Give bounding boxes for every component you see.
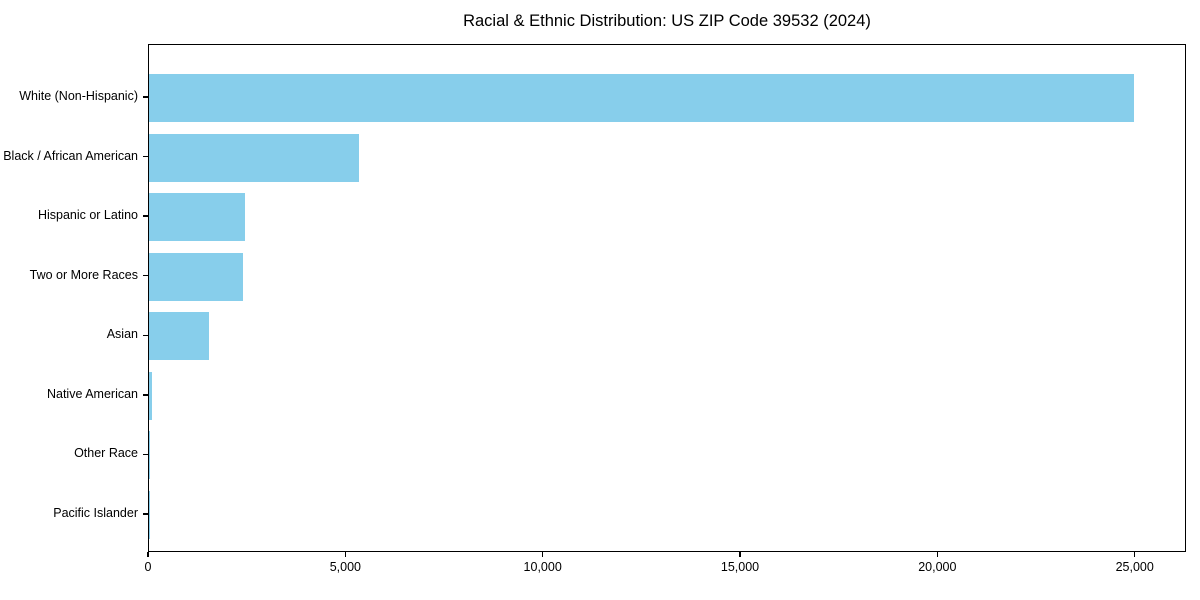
x-tick-mark — [541, 552, 544, 557]
y-tick-mark — [143, 215, 148, 217]
x-tick-label: 5,000 — [329, 560, 361, 574]
x-tick-label: 15,000 — [720, 560, 760, 574]
y-axis-label: Asian — [106, 327, 138, 342]
x-tick-label: 20,000 — [918, 560, 957, 574]
x-tick-label: 0 — [144, 560, 152, 574]
bar — [149, 74, 1134, 122]
bar — [149, 252, 244, 301]
y-tick-mark — [143, 155, 148, 158]
x-tick-mark — [1133, 552, 1136, 557]
y-tick-mark — [143, 513, 148, 515]
bar — [149, 193, 246, 242]
y-tick-mark — [143, 334, 148, 337]
plot-area — [148, 44, 1186, 552]
y-axis-label: Two or More Races — [29, 267, 138, 282]
y-tick-mark — [143, 274, 148, 277]
y-axis-label: Other Race — [74, 446, 138, 461]
bar — [149, 312, 209, 361]
y-axis-label: Pacific Islander — [53, 505, 138, 520]
x-tick-mark — [344, 552, 347, 557]
bar — [149, 133, 360, 182]
x-tick-label: 10,000 — [523, 560, 562, 574]
y-tick-mark — [143, 96, 148, 98]
x-tick-mark — [936, 552, 939, 557]
y-axis-label: White (Non-Hispanic) — [19, 89, 138, 103]
y-axis-label: Hispanic or Latino — [37, 208, 138, 223]
y-axis-label: Native American — [46, 386, 138, 401]
x-tick-mark — [739, 552, 741, 557]
y-tick-mark — [143, 453, 148, 456]
x-tick-label: 25,000 — [1115, 560, 1154, 574]
chart-title: Racial & Ethnic Distribution: US ZIP Cod… — [463, 12, 871, 30]
x-tick-mark — [147, 552, 149, 557]
bar — [149, 371, 152, 420]
y-tick-mark — [143, 394, 148, 396]
y-axis-label: Black / African American — [3, 148, 138, 163]
